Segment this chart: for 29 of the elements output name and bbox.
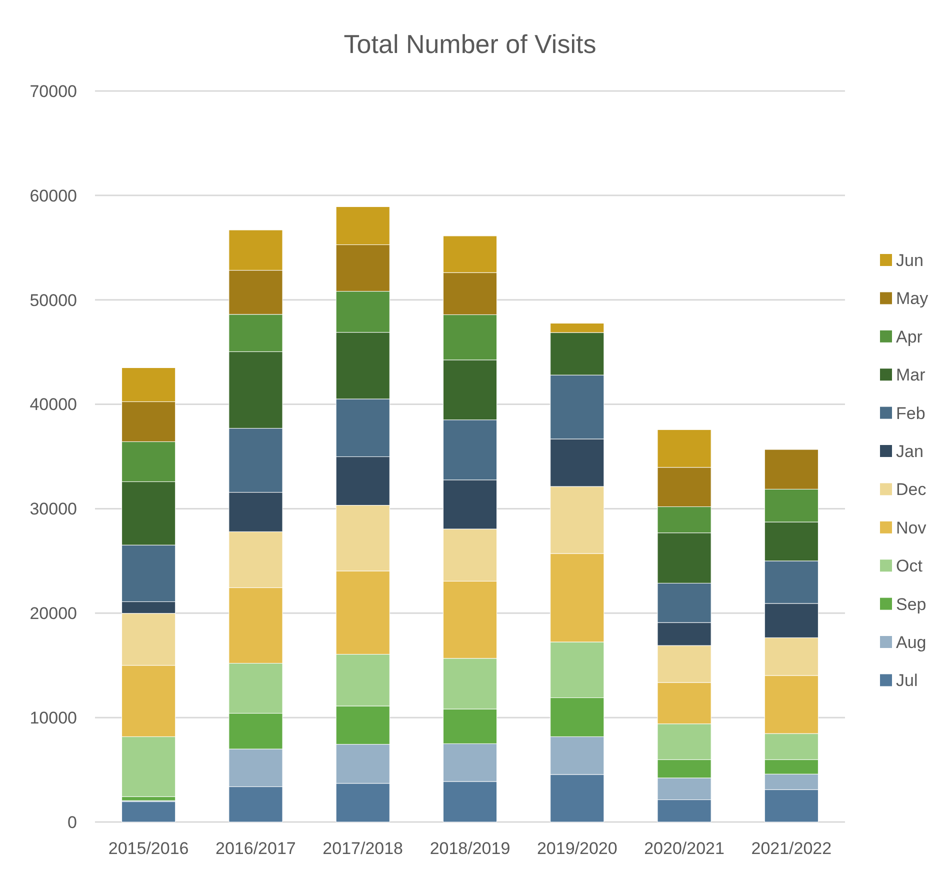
legend-label: Oct: [896, 556, 923, 576]
legend-label: Jun: [896, 250, 924, 270]
y-tick-label: 50000: [30, 290, 77, 310]
legend-label: Mar: [896, 366, 926, 385]
y-tick-label: 10000: [30, 708, 77, 728]
y-tick-label: 60000: [30, 186, 77, 206]
legend-label: Jul: [896, 671, 918, 690]
x-tick-label: 2018/2019: [430, 839, 510, 858]
x-tick-label: 2019/2020: [536, 839, 618, 858]
x-tick-label: 2021/2022: [751, 839, 832, 858]
legend-label: Dec: [896, 480, 927, 500]
legend-label: Aug: [896, 632, 926, 652]
y-tick-label: 20000: [30, 604, 77, 624]
legend-label: Jan: [896, 442, 924, 461]
x-tick-label: 2017/2018: [322, 839, 404, 858]
chart-title: Total Number of Visits: [344, 29, 596, 59]
legend-label: Nov: [896, 518, 927, 538]
y-tick-label: 30000: [30, 500, 77, 519]
x-tick-label: 2016/2017: [216, 839, 296, 858]
legend-label: Apr: [896, 327, 923, 346]
y-tick-label: 0: [68, 812, 77, 832]
x-tick-label: 2015/2016: [108, 839, 189, 858]
x-tick-label: 2020/2021: [644, 839, 724, 858]
legend-label: Feb: [896, 404, 926, 423]
legend-label: Sep: [896, 594, 926, 614]
legend-label: May: [896, 289, 929, 308]
y-tick-label: 70000: [30, 82, 77, 101]
y-tick-label: 40000: [30, 395, 77, 414]
bar: [122, 801, 176, 822]
